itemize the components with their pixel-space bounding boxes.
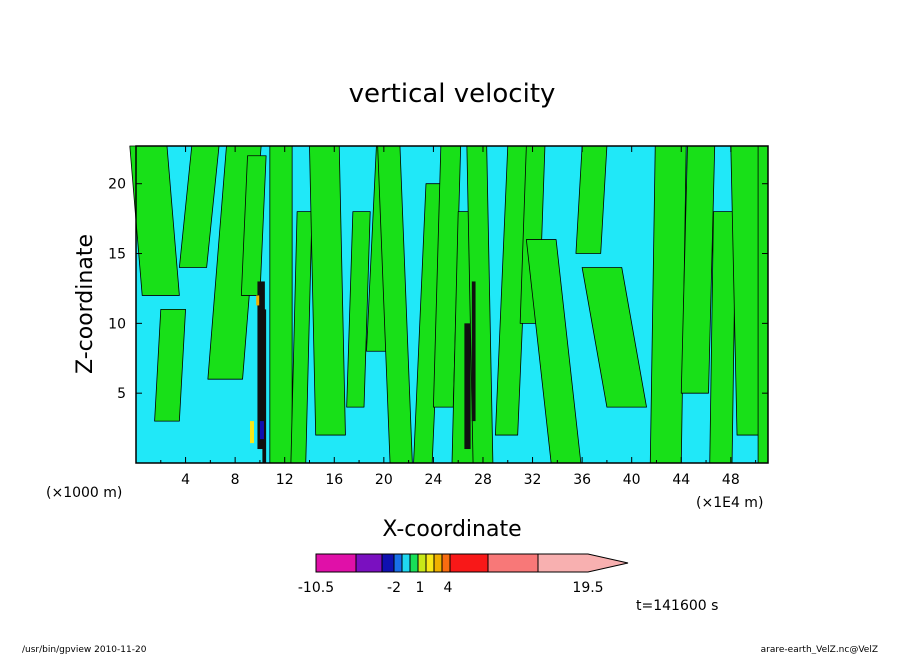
x-tick-label: 4 [181, 472, 190, 488]
x-tick-label: 36 [573, 472, 591, 488]
updraft-region [581, 267, 647, 408]
colorbar-label: -2 [387, 580, 401, 596]
y-axis: 5 10 15 20 [108, 177, 768, 402]
colorbar-swatch-arrow [537, 553, 629, 573]
colorbar-label: 4 [444, 580, 453, 596]
colorbar-swatch [315, 553, 357, 573]
colorbar-label: 1 [416, 580, 425, 596]
strong-core [471, 281, 476, 422]
colorbar-swatch [401, 553, 411, 573]
footer-right: arare-earth_VelZ.nc@VelZ [761, 645, 878, 654]
colorbar-swatch [381, 553, 395, 573]
updraft-region [709, 211, 737, 464]
plot-area [129, 145, 769, 464]
updraft-region [680, 145, 716, 394]
strong-core [257, 281, 265, 450]
plot-frame [135, 145, 769, 464]
x-tick-label: 20 [375, 472, 393, 488]
footer-left: /usr/bin/gpview 2010-11-20 [22, 645, 147, 654]
x-tick-label: 12 [276, 472, 294, 488]
x-tick-label: 48 [722, 472, 740, 488]
updraft-region [757, 145, 769, 464]
x-tick-label: 28 [474, 472, 492, 488]
time-label: t=141600 s [636, 598, 718, 614]
x-tick-label: 40 [623, 472, 641, 488]
colorbar-swatch [433, 553, 443, 573]
updraft-region [346, 211, 371, 408]
updraft-region [309, 145, 346, 436]
chart-title: vertical velocity [349, 79, 556, 109]
strong-core [262, 309, 267, 463]
colorbar-swatch [409, 553, 419, 573]
colorbar-swatch [425, 553, 435, 573]
x-tick-label: 44 [672, 472, 690, 488]
x-tick-label: 8 [231, 472, 240, 488]
colorbar-swatch [417, 553, 427, 573]
x-tick-label: 16 [325, 472, 343, 488]
colorbar-swatch [487, 553, 539, 573]
colorbar-swatch [393, 553, 403, 573]
colorbar-swatch [441, 553, 451, 573]
y-axis-label: Z-coordinate [73, 234, 98, 374]
x-axis: 4 8 12 16 20 24 28 32 36 40 44 48 [160, 146, 757, 488]
colorbar-swatch [449, 553, 489, 573]
colorbar-label: -10.5 [298, 580, 334, 596]
strong-core-blue [259, 421, 264, 440]
colorbar-swatch [355, 553, 383, 573]
strong-core-yellow [250, 421, 255, 444]
updraft-region [269, 145, 293, 464]
x-axis-label: X-coordinate [382, 517, 521, 542]
colorbar: -10.5 -2 1 4 19.5 [298, 553, 629, 596]
y-tick-label: 10 [108, 316, 126, 332]
x-unit-right: (×1E4 m) [696, 495, 763, 511]
y-tick-label: 15 [108, 247, 126, 263]
updraft-region [649, 145, 687, 464]
updraft-region [154, 308, 186, 422]
strong-core-orange [256, 295, 260, 306]
x-tick-label: 24 [424, 472, 442, 488]
y-tick-label: 5 [117, 386, 126, 402]
colorbar-label: 19.5 [572, 580, 603, 596]
strong-core [464, 323, 471, 450]
x-unit-left: (×1000 m) [46, 485, 122, 501]
x-tick-label: 32 [524, 472, 542, 488]
y-tick-label: 20 [108, 177, 126, 193]
